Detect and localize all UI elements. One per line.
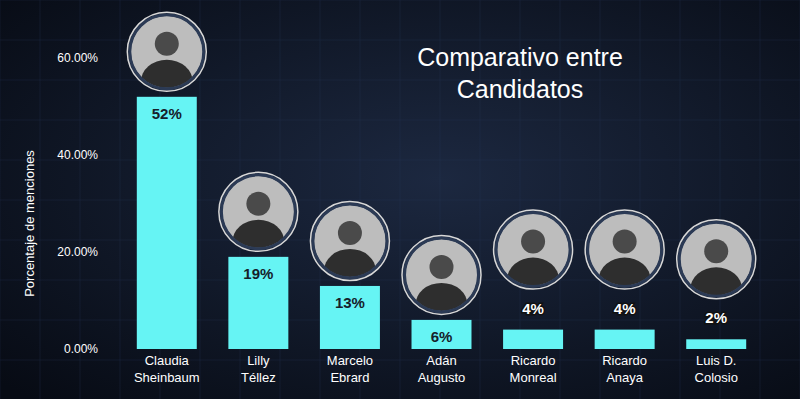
candidate-photo <box>219 172 298 264</box>
data-label: 2% <box>705 309 727 326</box>
y-tick-label: 20.00% <box>57 245 98 259</box>
candidate-photo <box>585 210 664 302</box>
x-tick-label: RicardoAnaya <box>602 353 647 385</box>
bars <box>137 97 746 349</box>
y-tick-label: 60.00% <box>57 51 98 65</box>
y-tick-label: 40.00% <box>57 148 98 162</box>
y-tick-label: 0.00% <box>64 342 98 356</box>
bar <box>228 257 288 349</box>
candidate-photo <box>677 220 756 312</box>
candidate-photo <box>402 235 481 327</box>
candidate-photo <box>310 201 389 293</box>
x-tick-label: RicardoMonreal <box>510 353 557 385</box>
x-tick-label: LillyTéllez <box>241 353 276 385</box>
background-pattern <box>0 0 800 399</box>
y-axis-label: Porcentaje de menciones <box>22 150 37 297</box>
background <box>0 0 800 399</box>
chart-root: Comparativo entreCandidatos Porcentaje de… <box>0 0 800 399</box>
x-tick-label: ClaudiaSheinbaum <box>134 353 200 385</box>
bar <box>686 339 746 349</box>
data-label: 4% <box>614 300 636 317</box>
x-tick-label: AdánAugusto <box>418 353 466 385</box>
data-label: 4% <box>522 300 544 317</box>
bar <box>412 320 472 349</box>
candidate-photo <box>494 210 573 302</box>
bar <box>503 330 563 349</box>
x-tick-label: Luis D.Colosio <box>695 353 738 385</box>
chart: Comparativo entreCandidatos Porcentaje de… <box>0 0 800 399</box>
candidate-photo <box>127 12 206 104</box>
title: Comparativo entreCandidatos <box>417 43 623 103</box>
bar <box>595 330 655 349</box>
data-label: 13% <box>335 294 365 311</box>
bar <box>137 97 197 349</box>
data-label: 6% <box>431 328 453 345</box>
data-label: 52% <box>152 105 182 122</box>
bar <box>320 286 380 349</box>
data-label: 19% <box>243 265 273 282</box>
x-tick-label: MarceloEbrard <box>327 353 373 385</box>
